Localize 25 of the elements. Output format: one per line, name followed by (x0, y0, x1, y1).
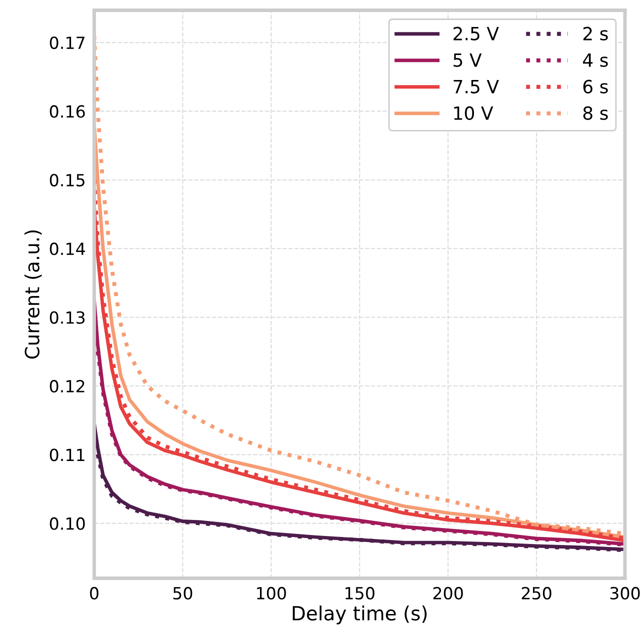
y-tick-label: 0.13 (50, 311, 85, 324)
x-tick-label: 150 (346, 586, 374, 600)
x-axis-title: Delay time (s) (292, 606, 427, 624)
legend-label: 7.5 V (454, 80, 499, 94)
y-tick-label: 0.14 (50, 242, 85, 256)
legend-label: 10 V (454, 106, 494, 120)
x-tick-label: 50 (173, 586, 192, 600)
y-tick-label: 0.12 (50, 380, 84, 393)
y-tick-label: 0.16 (50, 105, 85, 118)
y-tick-label: 0.15 (50, 174, 84, 186)
legend-label: 8 s (583, 106, 608, 120)
x-tick-label: 300 (610, 586, 640, 600)
legend-label: 5 V (454, 54, 482, 67)
x-tick-label: 250 (522, 586, 552, 600)
x-tick-label: 0 (90, 586, 98, 600)
legend-label: 2 s (583, 26, 608, 40)
y-tick-label: 0.17 (50, 36, 84, 50)
x-tick-label: 200 (433, 586, 463, 600)
legend-label: 2.5 V (454, 26, 499, 40)
legend-label: 4 s (582, 54, 608, 67)
y-axis-title: Current (a.u.) (24, 230, 42, 359)
y-tick-label: 0.10 (50, 517, 85, 530)
y-tick-label: 0.11 (50, 448, 84, 462)
legend-label: 6 s (583, 80, 608, 94)
x-tick-label: 100 (257, 586, 286, 600)
